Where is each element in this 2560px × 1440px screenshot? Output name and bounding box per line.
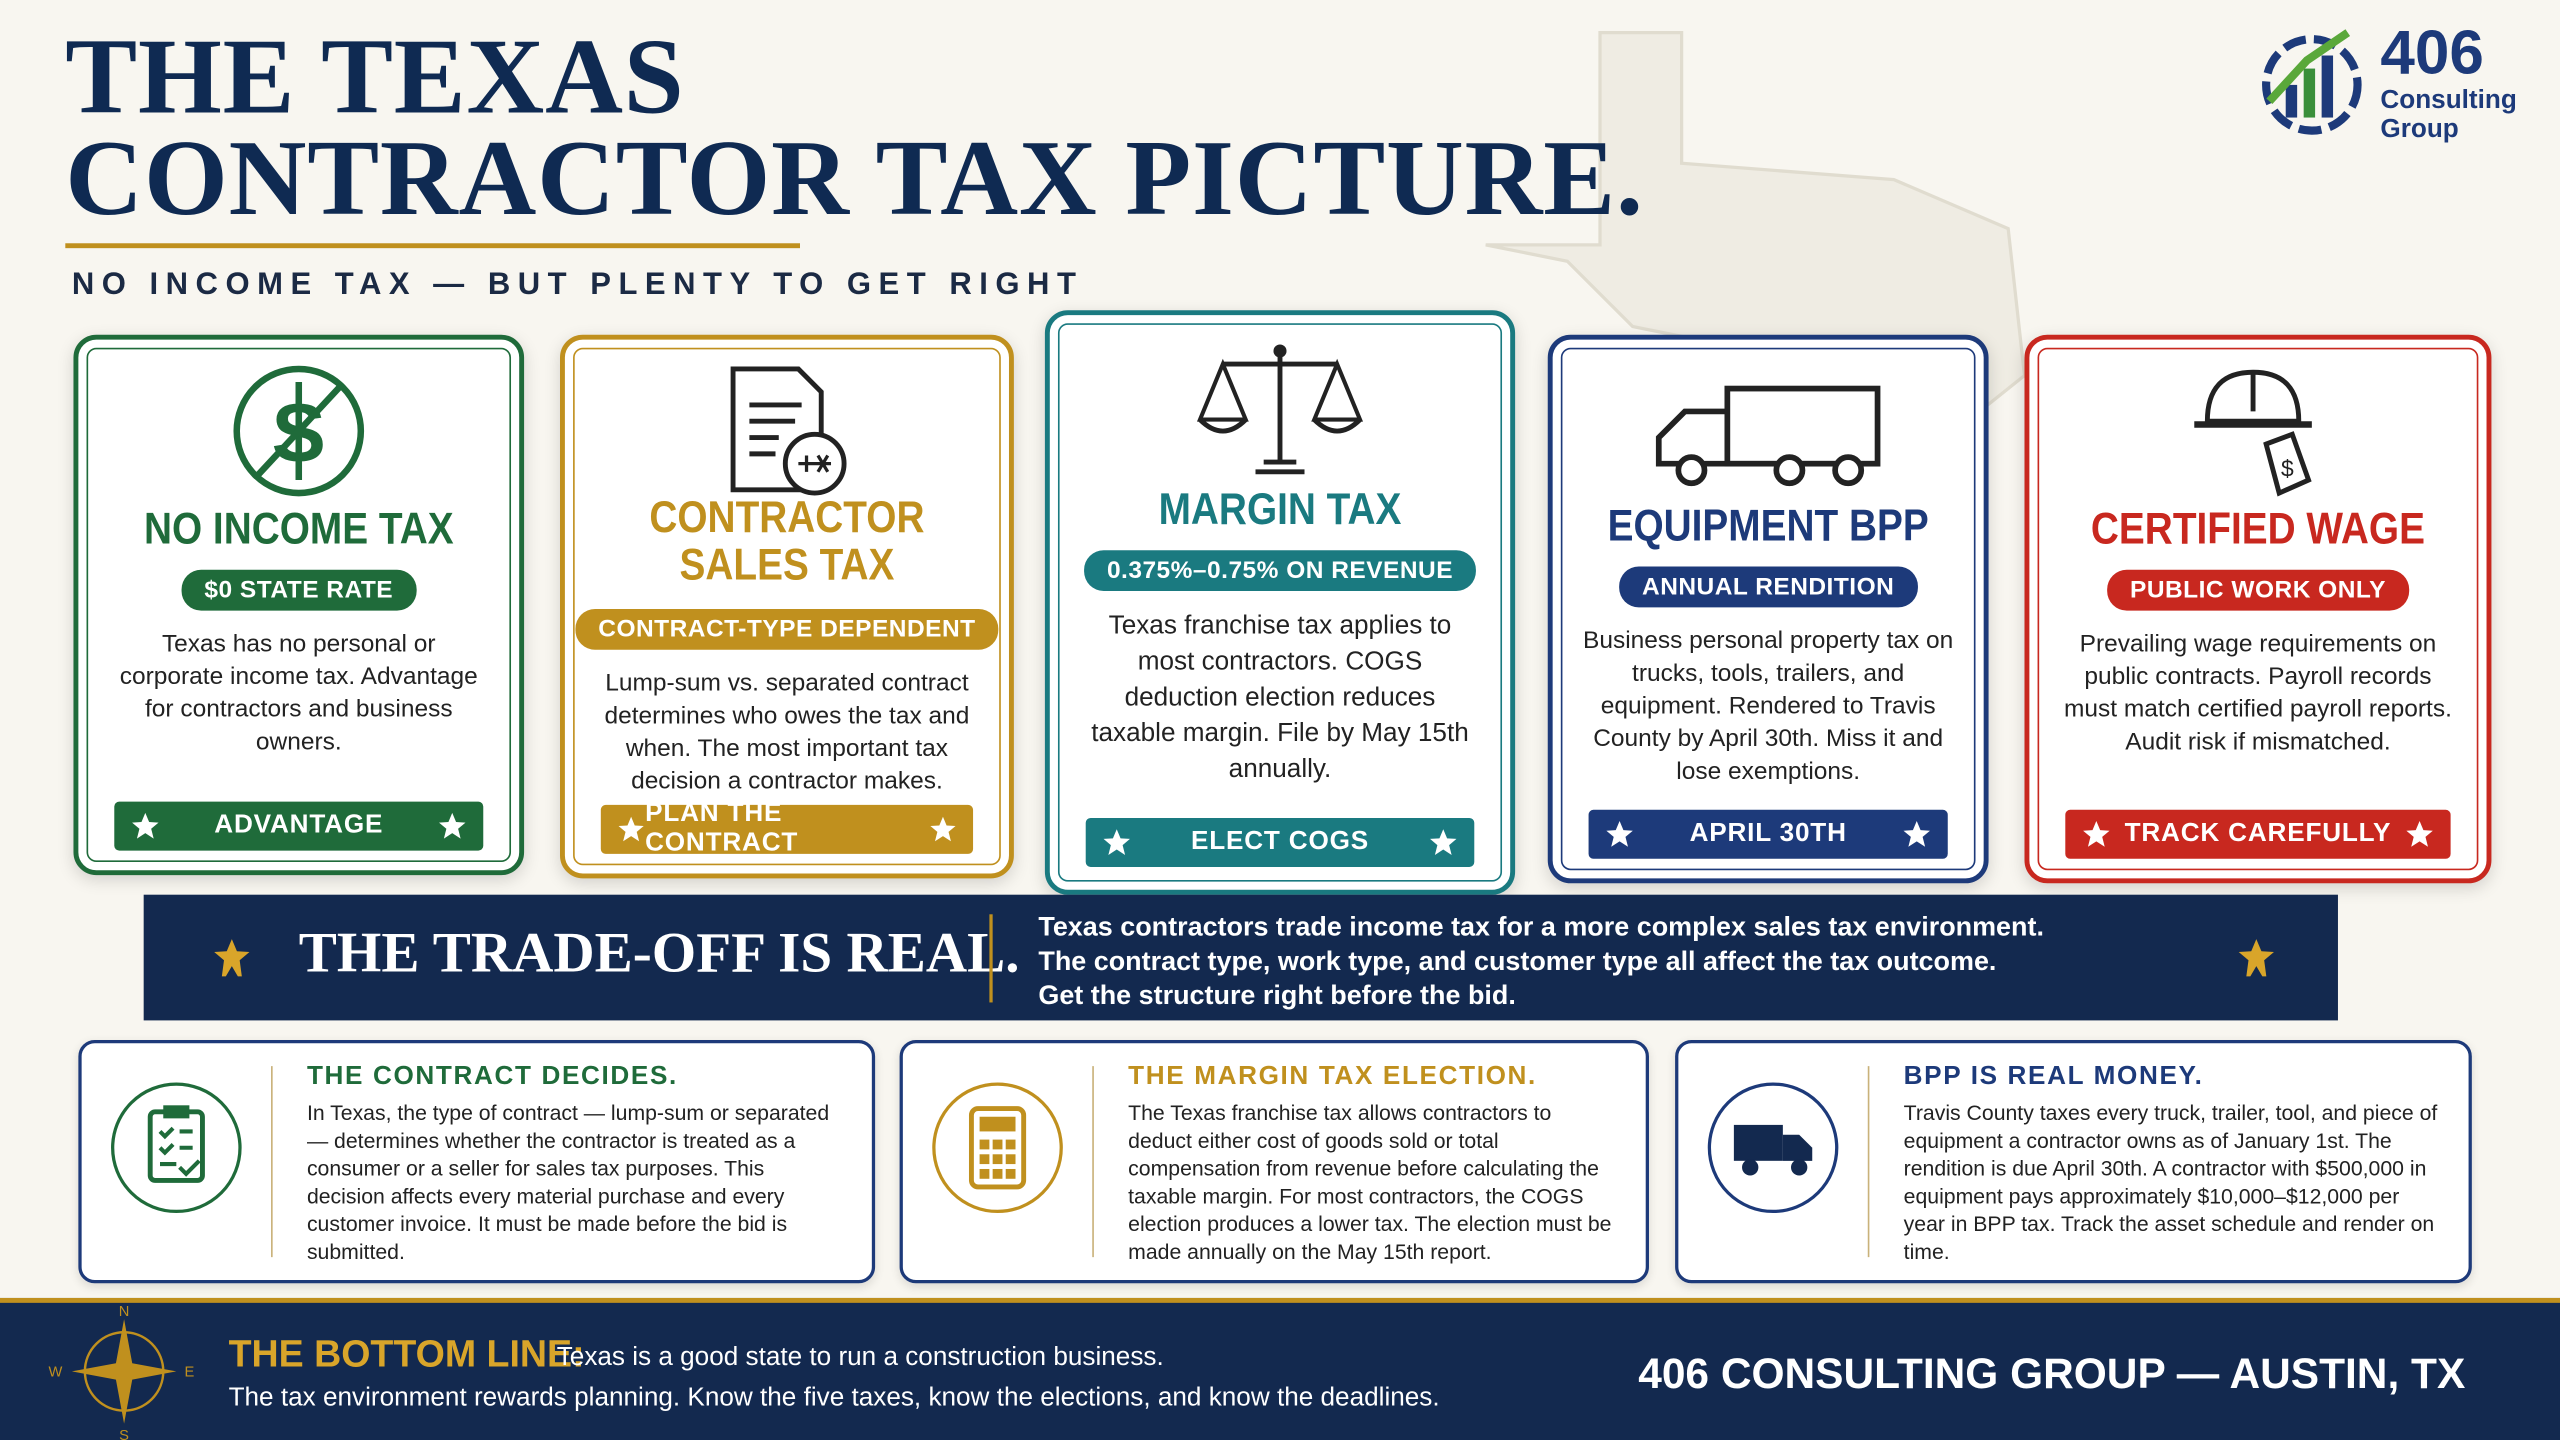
logo-number: 406: [2380, 19, 2484, 89]
separator: [1092, 1066, 1094, 1258]
tradeoff-line: The contract type, work type, and custom…: [1038, 946, 1997, 977]
star: [2406, 821, 2433, 847]
tradeoff-heading: THE TRADE-OFF IS REAL.: [298, 920, 1020, 985]
card-footer: PLAN THE CONTRACT: [600, 800, 974, 857]
brand: 406 CONSULTING GROUP — AUSTIN, TX: [1638, 1348, 2466, 1398]
star: [212, 937, 251, 986]
card-body: Business personal property tax on trucks…: [1583, 626, 1954, 786]
icon: [1655, 385, 1881, 487]
star: [439, 812, 466, 839]
detail-title: THE MARGIN TAX ELECTION.: [1128, 1062, 1537, 1091]
bottom-line-text: Texas is a good state to run a construct…: [556, 1343, 1164, 1372]
detail-title: THE CONTRACT DECIDES.: [306, 1062, 678, 1091]
card-footer: TRACK CAREFULLY: [2065, 809, 2451, 859]
card-title: CONTRACTOR SALES TAX: [649, 493, 925, 590]
tradeoff-line: Get the structure right before the bid.: [1038, 981, 1516, 1011]
title-line: THE TEXAS: [65, 17, 685, 138]
svg-text:$: $: [2281, 456, 2294, 482]
card: EQUIPMENT BPP ANNUAL RENDITION Business pe…: [1547, 334, 1989, 884]
title-underline: [65, 243, 800, 249]
card-footer-text: TRACK CAREFULLY: [2124, 819, 2392, 848]
card-body: Texas has no personal or corporate incom…: [119, 630, 478, 756]
star: [1606, 821, 1633, 847]
logo-mark: [2262, 29, 2362, 135]
card-body: Lump-sum vs. separated contract determin…: [604, 669, 970, 796]
tradeoff-text: Texas contractors trade income tax for a…: [1038, 911, 2044, 1014]
card-title: MARGIN TAX: [1158, 484, 1402, 534]
detail-body: Travis County taxes every truck, trailer…: [1903, 1100, 2438, 1264]
star: [132, 812, 159, 839]
star: [1103, 829, 1130, 855]
star: [214, 939, 250, 986]
card-footer: ELECT COGS: [1085, 817, 1475, 867]
card-title: CERTIFIED WAGE: [2090, 504, 2425, 554]
card-title: NO INCOME TAX: [143, 504, 454, 554]
title-line: CONTRACTOR TAX PICTURE.: [65, 119, 1644, 239]
icon: $: [2194, 369, 2312, 497]
detail-body: The Texas franchise tax allows contracto…: [1128, 1100, 1612, 1264]
star: [930, 816, 956, 842]
card-footer: ADVANTAGE: [114, 801, 484, 851]
bottom-line-label: THE BOTTOM LINE:: [228, 1332, 585, 1375]
detail-box: BPP IS REAL MONEY. Travis County taxes ev…: [1675, 1040, 2472, 1284]
detail-box: THE CONTRACT DECIDES. In Texas, the type …: [78, 1040, 876, 1284]
star: [618, 816, 644, 842]
card-icon: [1553, 379, 1984, 493]
subtitle: NO INCOME TAX — BUT PLENTY TO GET RIGHT: [71, 267, 1084, 303]
detail-icon: [932, 1082, 1063, 1214]
star: [2238, 939, 2274, 986]
icon: S: [233, 365, 365, 497]
icon: [730, 366, 847, 496]
footer-bar: N E S W THE BOTTOM LINE: Texas is a good…: [0, 1297, 2560, 1440]
card-body: Texas franchise tax applies to most cont…: [1091, 612, 1469, 784]
card-footer-text: APRIL 30TH: [1689, 819, 1847, 848]
card-badge: $0 STATE RATE: [181, 569, 416, 611]
card: $ CERTIFIED WAGE PUBLIC WORK ONLY Prevailin…: [2024, 334, 2492, 884]
logo-name: Consulting Group: [2380, 87, 2516, 146]
separator: [1867, 1066, 1870, 1258]
detail-icon: [1707, 1082, 1839, 1214]
star: [1430, 829, 1457, 855]
card-icon: $: [2029, 362, 2486, 509]
detail-box: THE MARGIN TAX ELECTION. The Texas franch…: [899, 1040, 1649, 1284]
bottom-line-text: The tax environment rewards planning. Kn…: [228, 1384, 1440, 1413]
divider: [989, 914, 993, 1003]
star: [2237, 937, 2276, 986]
compass: N E S W: [49, 1304, 195, 1440]
logo-name-line: Group: [2380, 115, 2459, 144]
star: [1903, 821, 1930, 847]
card-badge: PUBLIC WORK ONLY: [2107, 569, 2409, 611]
compass-letter: W: [49, 1364, 63, 1380]
card-badge: CONTRACT-TYPE DEPENDENT: [575, 608, 999, 650]
tradeoff-line: Texas contractors trade income tax for a…: [1038, 912, 2044, 943]
card-footer-text: PLAN THE CONTRACT: [645, 799, 799, 858]
tradeoff-banner: THE TRADE-OFF IS REAL. Texas contractors…: [143, 894, 2338, 1021]
card: S NO INCOME TAX $0 STATE RATE Texas has no …: [73, 334, 525, 876]
card-body: Prevailing wage requirements on public c…: [2064, 630, 2452, 756]
detail-icon: [111, 1082, 242, 1214]
card-icon: [565, 362, 1009, 499]
compass-letter: N: [119, 1304, 130, 1320]
compass-letter: E: [184, 1364, 194, 1380]
compass-letter: S: [119, 1428, 129, 1440]
detail-body: In Texas, the type of contract — lump-su…: [306, 1100, 830, 1264]
detail-title: BPP IS REAL MONEY.: [1903, 1062, 2204, 1091]
card-footer-text: ADVANTAGE: [214, 811, 384, 840]
card-footer: APRIL 30TH: [1588, 809, 1948, 859]
card-badge: 0.375%–0.75% ON REVENUE: [1084, 550, 1476, 592]
icon: [1196, 344, 1364, 475]
card: MARGIN TAX 0.375%–0.75% ON REVENUE Texas f…: [1044, 310, 1516, 895]
card-footer-text: ELECT COGS: [1190, 827, 1369, 856]
separator: [271, 1066, 273, 1258]
card-title: EQUIPMENT BPP: [1607, 501, 1929, 551]
card-badge: ANNUAL RENDITION: [1619, 566, 1918, 608]
star: [2083, 821, 2110, 847]
logo-name-line: Consulting: [2380, 86, 2517, 115]
card-icon: [1050, 335, 1510, 482]
card: CONTRACTOR SALES TAX CONTRACT-TYPE DEPEND…: [560, 334, 1014, 879]
card-icon: S: [78, 362, 519, 499]
